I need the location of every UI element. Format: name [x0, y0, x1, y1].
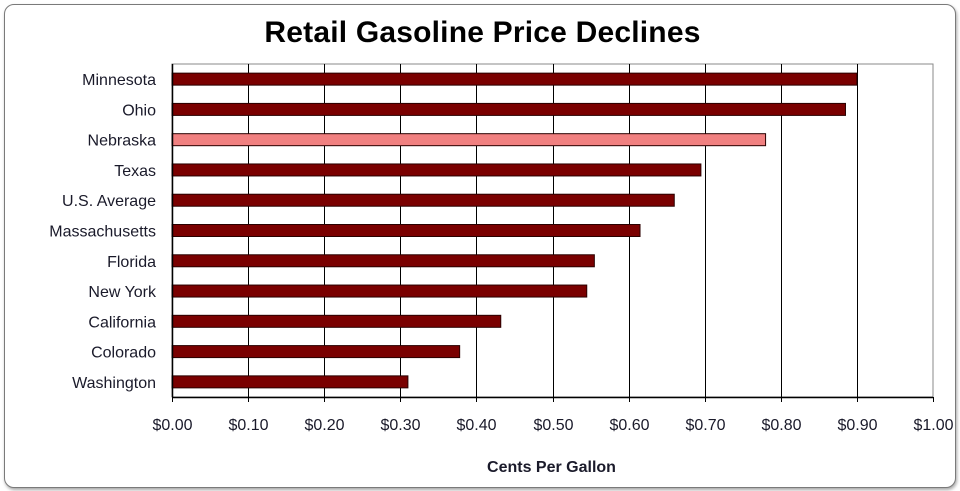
- x-tick-label: $0.20: [304, 417, 344, 434]
- category-label: Nebraska: [88, 133, 157, 150]
- bar-new-york: [171, 284, 588, 298]
- category-label: Florida: [107, 254, 156, 271]
- x-tick-label: $0.30: [380, 417, 420, 434]
- x-tick-label: $1.00: [913, 417, 953, 434]
- x-tick-label: $0.90: [837, 417, 877, 434]
- x-axis-title: Cents Per Gallon: [487, 459, 616, 476]
- category-label: Massachusetts: [49, 224, 156, 241]
- bar-massachusetts: [171, 224, 641, 237]
- bar-washington: [171, 375, 409, 389]
- bar-u-s-average: [171, 193, 675, 207]
- category-label: U.S. Average: [62, 193, 156, 210]
- category-label: Texas: [114, 163, 156, 180]
- category-label: Minnesota: [82, 72, 156, 89]
- bar-california: [171, 314, 502, 328]
- x-tick-label: $0.00: [152, 417, 192, 434]
- x-tick-label: $0.40: [456, 417, 496, 434]
- category-label: Colorado: [91, 345, 156, 362]
- category-label: Ohio: [122, 102, 156, 119]
- category-label: New York: [88, 284, 157, 301]
- x-tick-label: $0.50: [533, 417, 573, 434]
- bar-nebraska: [171, 133, 767, 147]
- bar-florida: [171, 254, 595, 268]
- bar-minnesota: [171, 72, 858, 86]
- bar-texas: [171, 163, 702, 177]
- category-label: Washington: [72, 375, 156, 392]
- x-tick-label: $0.10: [228, 417, 268, 434]
- x-tick-label: $0.80: [761, 417, 801, 434]
- chart-title: Retail Gasoline Price Declines: [264, 16, 701, 49]
- x-tick-label: $0.70: [685, 417, 725, 434]
- x-tick-label: $0.60: [609, 417, 649, 434]
- bar-ohio: [171, 102, 846, 116]
- bar-colorado: [171, 345, 461, 359]
- category-label: California: [88, 314, 156, 331]
